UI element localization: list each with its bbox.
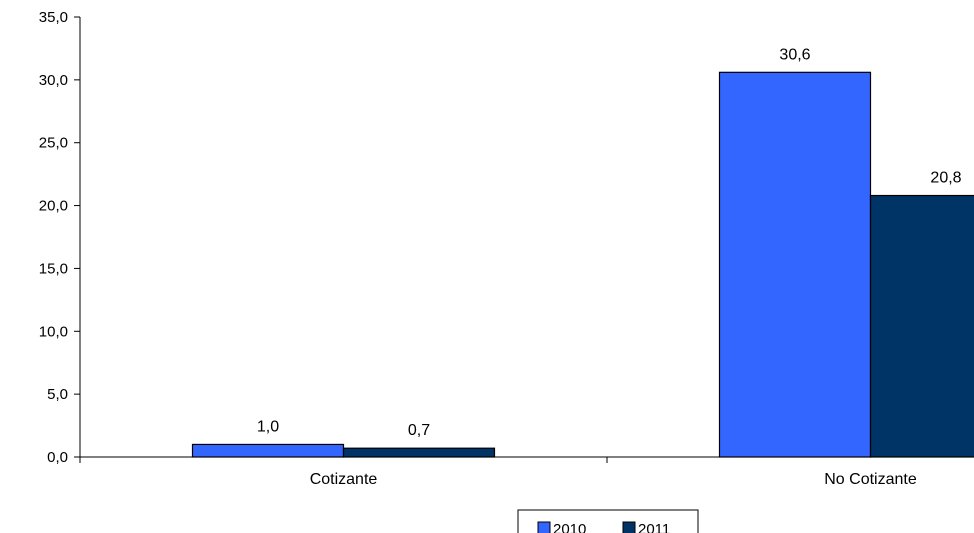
y-tick-label: 25,0 bbox=[39, 135, 68, 152]
bar bbox=[869, 194, 974, 458]
data-label: 20,8 bbox=[930, 170, 961, 187]
bars bbox=[191, 71, 974, 458]
x-category-label: No Cotizante bbox=[824, 471, 917, 488]
legend: 2010 2011 bbox=[517, 509, 699, 533]
bar bbox=[718, 71, 872, 458]
y-tick-label: 35,0 bbox=[39, 9, 68, 26]
legend-swatch bbox=[622, 521, 636, 533]
y-axis: 0,0 5,0 10,0 15,0 20,0 25,0 30,0 35,0 bbox=[39, 9, 81, 466]
y-tick-label: 0,0 bbox=[47, 449, 68, 466]
bar bbox=[191, 443, 345, 458]
y-tick-label: 15,0 bbox=[39, 260, 68, 277]
legend-swatch bbox=[537, 521, 551, 533]
data-label: 30,6 bbox=[779, 46, 810, 63]
data-label: 0,7 bbox=[408, 422, 430, 439]
legend-label: 2011 bbox=[638, 521, 670, 533]
legend-box bbox=[517, 509, 699, 533]
y-tick-label: 10,0 bbox=[39, 323, 68, 340]
y-tick-label: 5,0 bbox=[47, 386, 68, 403]
legend-label: 2010 bbox=[553, 521, 586, 533]
y-tick-label: 30,0 bbox=[39, 72, 68, 89]
x-axis: Cotizante No Cotizante bbox=[79, 456, 974, 488]
bar bbox=[342, 447, 496, 458]
data-labels: 1,0 0,7 30,6 20,8 bbox=[257, 46, 962, 439]
x-category-label: Cotizante bbox=[310, 471, 378, 488]
data-label: 1,0 bbox=[257, 418, 279, 435]
y-tick-label: 20,0 bbox=[39, 198, 68, 215]
